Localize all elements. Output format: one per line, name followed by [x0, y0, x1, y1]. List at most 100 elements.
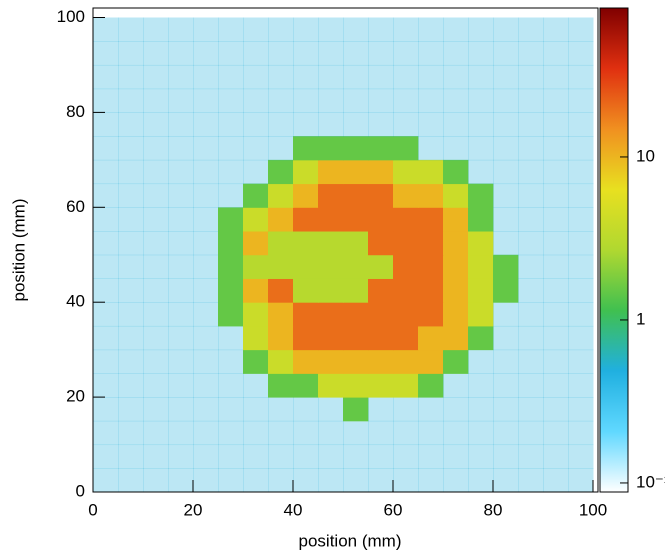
colorbar-tick-label: 10⁻¹	[636, 472, 665, 491]
heatmap-cell	[493, 373, 519, 398]
heatmap-cell	[393, 302, 419, 327]
heatmap-cell	[218, 17, 244, 42]
heatmap-cell	[193, 231, 219, 256]
heatmap-cell	[568, 41, 594, 66]
heatmap-cell	[518, 420, 544, 446]
heatmap-cell	[143, 468, 169, 493]
heatmap-cell	[418, 325, 444, 351]
heatmap-cell	[193, 349, 219, 374]
heatmap-cell	[393, 183, 419, 208]
heatmap-cell	[318, 325, 344, 351]
heatmap-cell	[118, 278, 144, 303]
heatmap-cell	[268, 136, 294, 161]
heatmap-cell	[518, 373, 544, 398]
heatmap-cell	[343, 112, 369, 137]
heatmap-cell	[193, 373, 219, 398]
heatmap-cell	[218, 231, 244, 256]
heatmap-cell	[293, 468, 319, 493]
heatmap-cell	[293, 112, 319, 137]
heatmap-cell	[568, 88, 594, 113]
heatmap-cell	[543, 325, 569, 351]
heatmap-cell	[243, 254, 269, 279]
heatmap-cell	[93, 397, 119, 422]
heatmap-cell	[293, 373, 319, 398]
heatmap-cell	[193, 325, 219, 351]
x-tick-label: 0	[88, 500, 97, 519]
heatmap-cell	[518, 444, 544, 469]
heatmap-cell	[118, 136, 144, 161]
heatmap-cell	[218, 183, 244, 208]
heatmap-cell	[143, 254, 169, 279]
heatmap-cell	[518, 112, 544, 137]
heatmap-cell	[218, 207, 244, 232]
heatmap-cell	[218, 88, 244, 113]
heatmap-cell	[243, 302, 269, 327]
heatmap-cell	[543, 468, 569, 493]
heatmap-cell	[343, 468, 369, 493]
heatmap-cell	[568, 159, 594, 185]
heatmap-cell	[543, 159, 569, 185]
heatmap-cell	[418, 373, 444, 398]
heatmap-cell	[243, 468, 269, 493]
heatmap-cell	[568, 444, 594, 469]
heatmap-cell	[143, 420, 169, 446]
heatmap-cell	[168, 468, 194, 493]
heatmap-cell	[418, 183, 444, 208]
heatmap-cell	[468, 136, 494, 161]
heatmap-cell	[368, 183, 394, 208]
heatmap-cell	[293, 41, 319, 66]
heatmap-cell	[443, 420, 469, 446]
heatmap-cell	[318, 17, 344, 42]
heatmap-cell	[243, 88, 269, 113]
heatmap-cell	[518, 136, 544, 161]
heatmap-cell	[343, 278, 369, 303]
heatmap-cell	[268, 373, 294, 398]
heatmap-cell	[443, 17, 469, 42]
heatmap-cell	[443, 254, 469, 279]
heatmap-cell	[343, 325, 369, 351]
heatmap-cell	[568, 373, 594, 398]
heatmap-cell	[368, 420, 394, 446]
heatmap-cell	[168, 231, 194, 256]
colorbar-tick-label: 1	[636, 309, 645, 328]
heatmap-cell	[168, 112, 194, 137]
heatmap-cell	[318, 254, 344, 279]
heatmap-cell	[518, 183, 544, 208]
heatmap-cell	[518, 349, 544, 374]
heatmap-cell	[318, 278, 344, 303]
heatmap-cell	[543, 444, 569, 469]
heatmap-cell	[93, 420, 119, 446]
heatmap-cell	[493, 231, 519, 256]
heatmap-cell	[418, 420, 444, 446]
heatmap-cell	[93, 302, 119, 327]
heatmap-cell	[93, 278, 119, 303]
heatmap-cell	[118, 183, 144, 208]
heatmap-cell	[568, 302, 594, 327]
heatmap-cell	[343, 231, 369, 256]
heatmap-cell	[443, 136, 469, 161]
heatmap-cell	[568, 64, 594, 90]
heatmap-cell	[218, 302, 244, 327]
heatmap-cell	[193, 183, 219, 208]
heatmap-cell	[268, 112, 294, 137]
heatmap-cell	[393, 88, 419, 113]
heatmap-cell	[518, 231, 544, 256]
heatmap-cell	[393, 41, 419, 66]
heatmap-cell	[268, 88, 294, 113]
heatmap-cell	[218, 278, 244, 303]
heatmap-cell	[293, 349, 319, 374]
heatmap-cell	[193, 64, 219, 90]
heatmap-cell	[243, 112, 269, 137]
heatmap-cell	[343, 420, 369, 446]
heatmap-cell	[193, 112, 219, 137]
heatmap-cell	[468, 468, 494, 493]
heatmap-cell	[293, 159, 319, 185]
heatmap-cell	[143, 325, 169, 351]
heatmap-cell	[368, 159, 394, 185]
heatmap-cell	[243, 183, 269, 208]
heatmap-cell	[93, 325, 119, 351]
y-tick-label: 40	[66, 292, 85, 311]
heatmap-cell	[168, 420, 194, 446]
heatmap-cell	[368, 278, 394, 303]
